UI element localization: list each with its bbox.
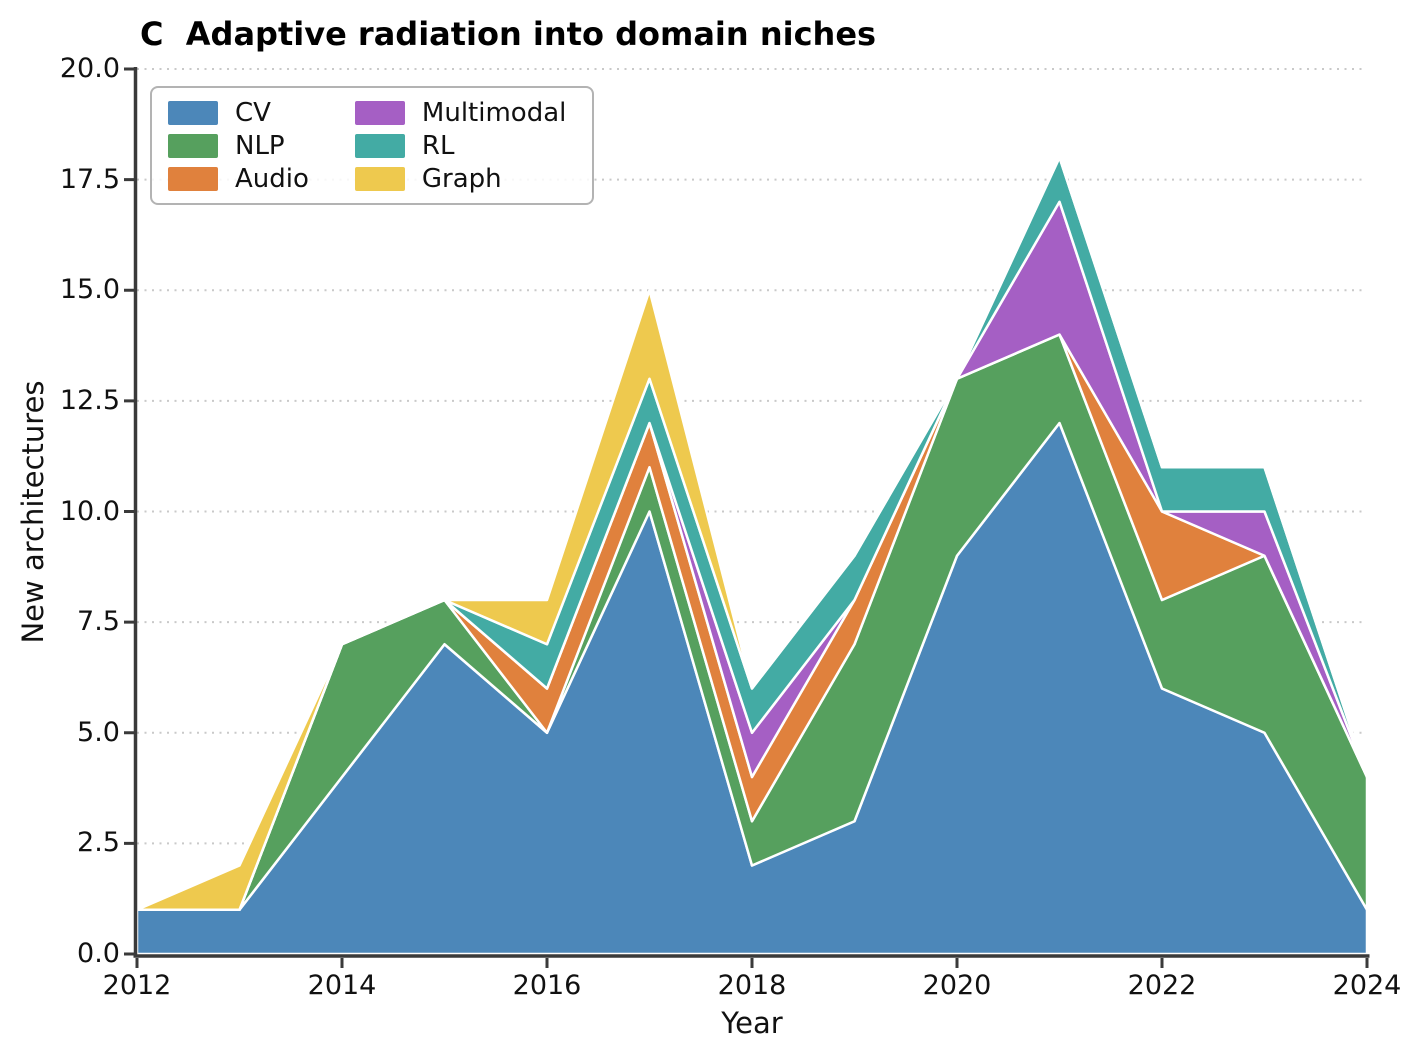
legend-item-graph: Graph — [354, 162, 566, 195]
legend-item-multimodal: Multimodal — [354, 96, 567, 129]
legend-swatch-nlp — [168, 133, 218, 158]
y-tick-label: 15.0 — [59, 274, 120, 306]
x-tick-label: 2012 — [102, 970, 172, 1001]
legend-item-audio: Audio — [168, 162, 309, 195]
x-axis-label: Year — [721, 1006, 783, 1040]
x-tick-label: 2022 — [1127, 970, 1197, 1001]
legend-label: Audio — [235, 163, 309, 194]
legend-swatch-multimodal — [354, 100, 405, 125]
legend-label: CV — [235, 97, 271, 128]
legend-label: RL — [421, 130, 455, 161]
legend-swatch-audio — [168, 166, 218, 191]
y-tick-label: 5.0 — [77, 716, 120, 748]
y-tick-label: 17.5 — [59, 163, 120, 195]
legend: CV NLP Audio Multimodal RL Graph — [150, 86, 595, 205]
chart-title: C Adaptive radiation into domain niches — [140, 15, 877, 53]
axes-spines — [124, 67, 1370, 968]
legend-swatch-rl — [354, 133, 405, 158]
legend-swatch-graph — [354, 166, 405, 191]
legend-list: CV NLP Audio Multimodal RL Graph — [152, 88, 592, 203]
y-tick-label: 10.0 — [59, 495, 120, 527]
legend-label: Graph — [421, 163, 502, 194]
y-tick-label: 20.0 — [59, 53, 120, 84]
x-tick-label: 2024 — [1332, 970, 1402, 1001]
y-tick-label: 0.0 — [77, 938, 120, 969]
x-tick-label: 2018 — [717, 970, 787, 1001]
y-tick-label: 2.5 — [77, 827, 120, 859]
legend-item-cv: CV — [168, 96, 309, 129]
legend-label: Multimodal — [421, 97, 567, 128]
stack-areas — [135, 156, 1369, 956]
legend-item-nlp: NLP — [168, 129, 309, 162]
x-tick-label: 2014 — [307, 970, 377, 1001]
area-series-graph — [135, 156, 1369, 911]
legend-swatch-cv — [168, 100, 218, 125]
x-tick-label: 2016 — [512, 970, 582, 1001]
legend-label: NLP — [235, 130, 285, 161]
y-tick-label: 7.5 — [77, 606, 120, 638]
legend-item-rl: RL — [354, 129, 566, 162]
y-tick-label: 12.5 — [59, 384, 120, 416]
x-tick-label: 2020 — [922, 970, 992, 1001]
